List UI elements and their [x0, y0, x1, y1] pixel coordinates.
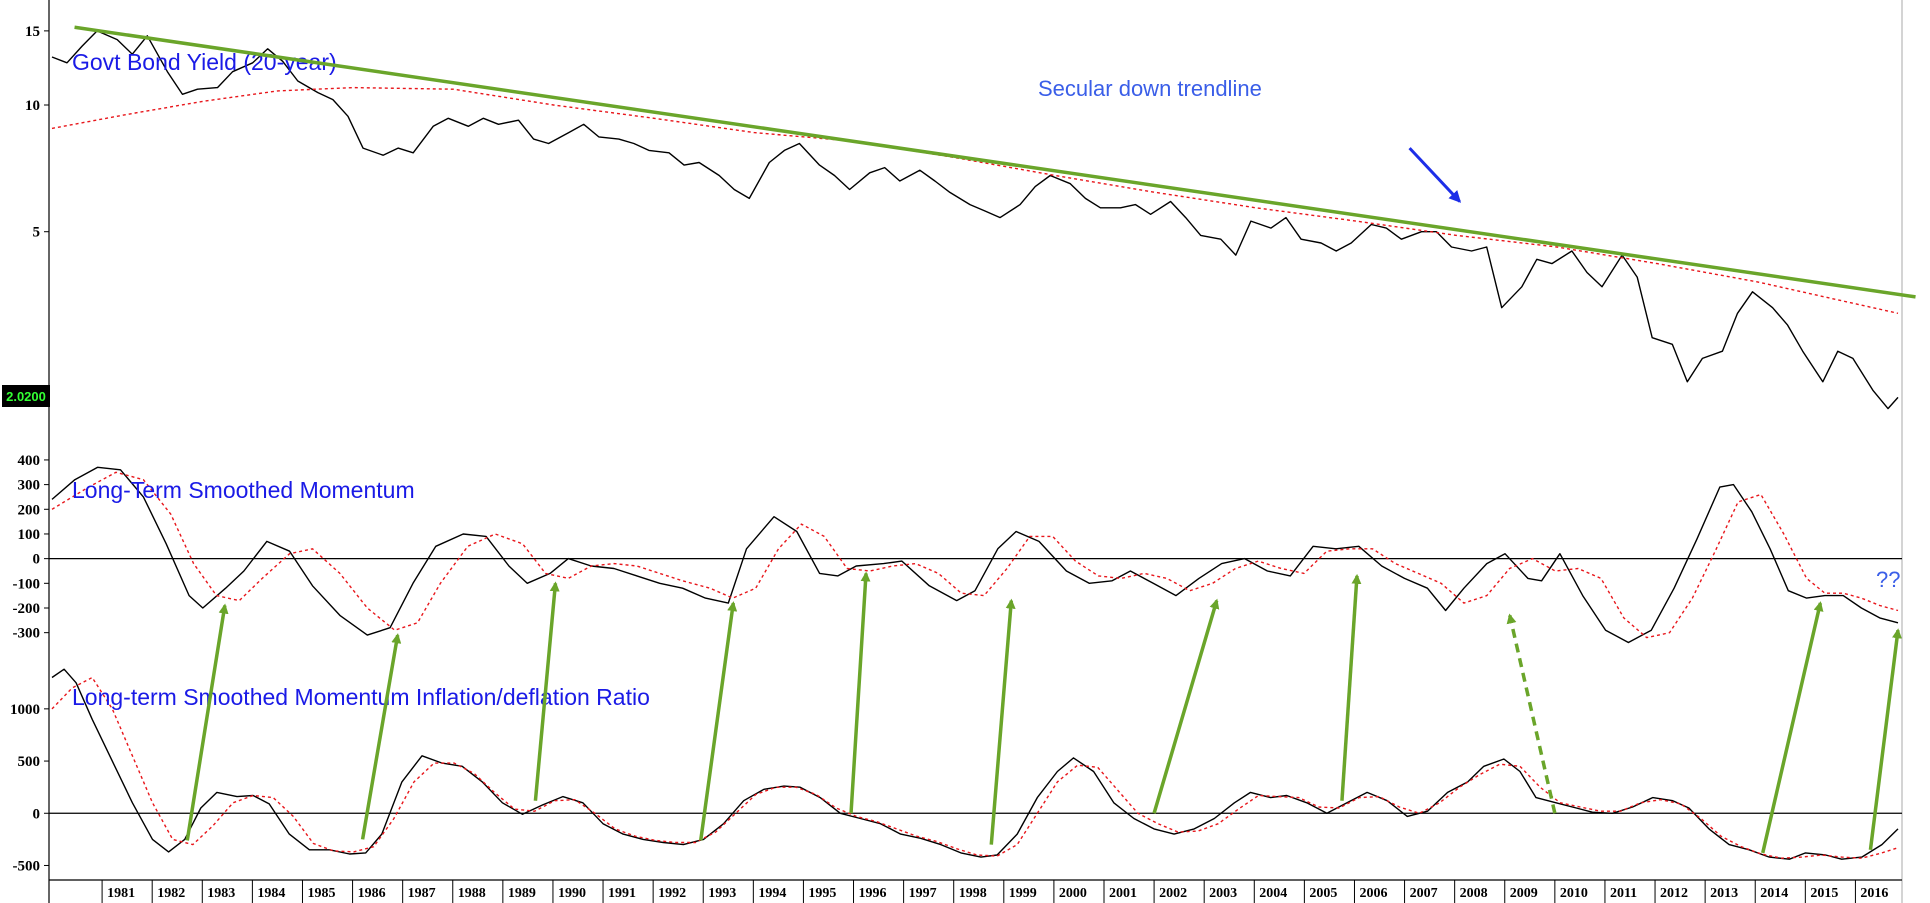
x-tick-label: 1993: [708, 886, 736, 901]
x-tick-label: 1998: [959, 886, 987, 901]
x-tick-label: 2014: [1760, 886, 1788, 901]
x-tick-label: 1997: [909, 886, 937, 901]
x-tick-label: 1996: [859, 886, 887, 901]
x-tick-label: 1992: [658, 886, 686, 901]
signal-arrow: [1761, 601, 1824, 854]
x-tick-label: 2006: [1359, 886, 1387, 901]
x-tick-label: 2004: [1259, 886, 1287, 901]
signal-arrow: [698, 601, 738, 841]
x-tick-label: 1999: [1009, 886, 1037, 901]
x-tick-label: 1984: [257, 886, 285, 901]
x-tick-label: 2007: [1410, 886, 1438, 901]
panel-2: 400 300 200 100 0 -100 -200 -300 Long-Term Smoot…: [13, 453, 1902, 644]
y-tick-label: 100: [18, 527, 41, 543]
trendline-annotation: Secular down trendline: [1038, 76, 1262, 101]
x-tick-label: 1987: [408, 886, 436, 901]
current-value-badge: [2, 385, 50, 407]
y-tick-label: 500: [18, 754, 41, 770]
series-main-line: [51, 30, 1899, 410]
x-tick-label: 2001: [1109, 886, 1137, 901]
x-tick-label: 1989: [508, 886, 536, 901]
x-tick-label: 2012: [1660, 886, 1688, 901]
x-tick-label: 2010: [1560, 886, 1588, 901]
y-tick-label: 200: [18, 502, 41, 518]
x-tick-label: 2005: [1309, 886, 1337, 901]
x-tick-label: 1986: [358, 886, 386, 901]
x-tick-label: 2016: [1860, 886, 1888, 901]
signal-arrow: [1152, 598, 1220, 814]
y-tick-label: 0: [33, 552, 41, 568]
panel-3: 1000 500 0 -500 Long-term Smoothed Momentum …: [10, 668, 1902, 874]
x-tick-label: 1988: [458, 886, 486, 901]
signal-arrow: [1340, 573, 1362, 801]
x-tick-label: 1990: [558, 886, 586, 901]
y-tick-label: 400: [18, 453, 41, 469]
x-tick-label: 1994: [758, 886, 786, 901]
y-tick-label: -500: [13, 858, 41, 874]
x-tick-label: 1985: [307, 886, 335, 901]
series-main-line: [51, 466, 1899, 644]
x-tick-label: 2002: [1159, 886, 1187, 901]
x-tick-label: 2008: [1460, 886, 1488, 901]
x-tick-label: 1983: [207, 886, 235, 901]
signal-arrow: [185, 603, 229, 841]
panel-title: Long-term Smoothed Momentum Inflation/de…: [72, 684, 650, 710]
x-tick-label: 2009: [1510, 886, 1538, 901]
question-annotation: ??: [1876, 567, 1900, 592]
x-tick-label: 2000: [1059, 886, 1087, 901]
x-tick-label: 1982: [157, 886, 185, 901]
signal-arrow: [1868, 628, 1902, 851]
x-tick-label: 1991: [608, 886, 636, 901]
y-tick-label: 1000: [10, 702, 40, 718]
x-tick-label: 2015: [1810, 886, 1838, 901]
y-tick-label: 10: [25, 98, 40, 114]
y-tick-label: 300: [18, 478, 41, 494]
y-tick-label: -100: [13, 576, 41, 592]
signal-arrow: [1506, 613, 1557, 814]
y-tick-label: -200: [13, 601, 41, 617]
secular-trendline: [74, 25, 1916, 299]
y-tick-label: 5: [33, 225, 41, 241]
series-main-line: [51, 668, 1899, 860]
annotation-arrow: [1408, 147, 1462, 203]
y-tick-label: 15: [25, 24, 40, 40]
x-tick-label: 2003: [1209, 886, 1237, 901]
series-average-line: [51, 471, 1899, 639]
panel-title: Long-Term Smoothed Momentum: [72, 477, 415, 503]
signal-arrow: [360, 633, 402, 840]
series-average-line: [51, 676, 1899, 859]
y-tick-label: 0: [33, 806, 41, 822]
x-tick-label: 2011: [1610, 886, 1637, 901]
signal-arrow: [849, 571, 871, 814]
x-tick-label: 1981: [107, 886, 135, 901]
y-tick-label: -300: [13, 626, 41, 642]
current-value-label: 2.0200: [6, 389, 46, 404]
x-tick-label: 1995: [808, 886, 836, 901]
x-tick-label: 2013: [1710, 886, 1738, 901]
signal-arrow: [989, 598, 1016, 845]
panel-title: Govt Bond Yield (20-year): [72, 49, 337, 75]
signal-arrow: [533, 581, 560, 801]
